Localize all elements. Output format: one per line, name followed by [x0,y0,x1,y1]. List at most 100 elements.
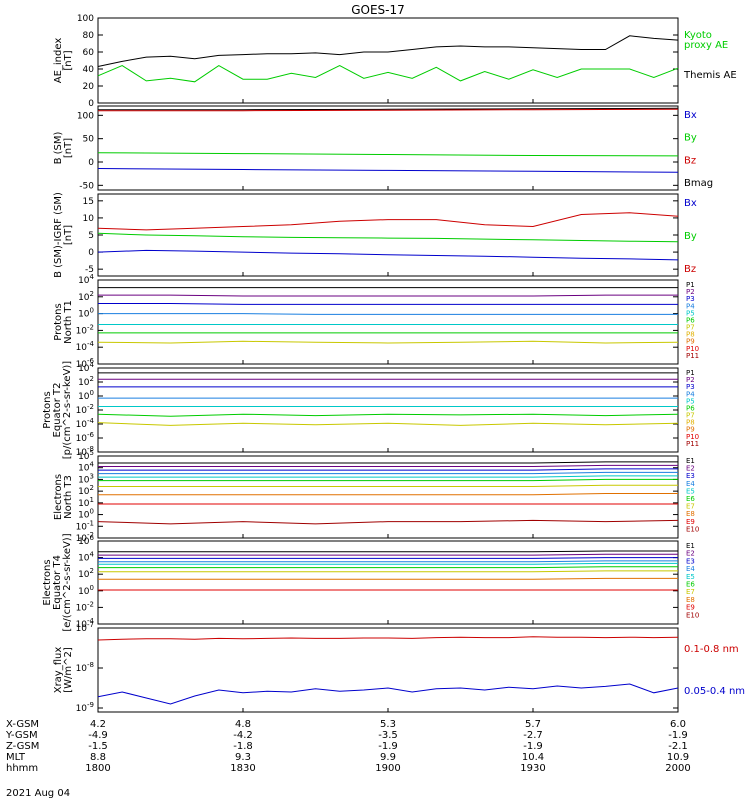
series-line-e2 [98,464,678,467]
y-tick-label: 100 [77,14,94,24]
series-line-e8 [98,577,678,580]
legend-item: P2 [686,376,695,384]
series-line-e5 [98,475,678,478]
x-value: 9.9 [380,752,396,763]
legend-item: Bx [684,198,697,209]
y-tick-label: 10-2 [76,403,94,416]
legend-item: Bmag [684,178,713,189]
y-tick-label: 20 [83,82,95,92]
legend-item: E7 [686,588,695,596]
legend-item: E7 [686,503,695,511]
series-line-p3 [98,303,678,305]
series-line-bz [97,212,679,231]
y-tick-label: 100 [78,584,94,597]
legend-item: P8 [686,419,695,427]
y-tick-label: 10-4 [76,340,95,353]
legend-item: P7 [686,324,695,332]
legend-item: E10 [686,525,699,533]
legend-item: E2 [686,550,695,558]
series-line-e3 [98,468,678,471]
y-axis-title: [e/(cm^2-s-sr-keV)] [62,533,73,631]
series-line-p7 [97,422,679,426]
y-tick-label: 10-6 [76,431,95,444]
legend-item: P4 [686,302,695,310]
y-tick-label: 10-6 [76,357,95,370]
series-line-by [97,232,679,243]
row-label: Z-GSM [6,741,39,752]
legend-item: P10 [686,345,699,353]
legend-item: P3 [686,295,695,303]
legend-item: E4 [686,565,695,573]
y-tick-label: 100 [78,389,94,402]
series-line-e2 [98,553,678,556]
legend-item: P8 [686,331,695,339]
panel-frame [97,367,679,453]
series-line-e3 [98,557,678,559]
series-line-e8 [98,493,678,496]
y-tick-label: 10-9 [76,701,94,714]
x-value: -1.5 [88,741,108,752]
legend-item: P1 [686,281,695,289]
x-value: 1800 [85,763,110,774]
legend-item: E8 [686,596,695,604]
panel-frame [97,105,679,191]
y-axis-title: Electrons [53,474,64,520]
legend-item: P5 [686,397,695,405]
y-tick-label: 102 [78,290,94,303]
legend-item: P4 [686,390,695,398]
legend-item: E8 [686,510,695,518]
legend-item: E9 [686,518,695,526]
panel-7: 106 104 102 100 10-2 10-4 Electrons Equator T4[… [42,533,699,631]
legend-item: E6 [686,581,695,589]
x-value: -4.9 [88,730,108,741]
panel-frame [97,279,679,365]
series-line-bx [97,168,679,173]
series-line-p6 [97,413,679,417]
series-line-e7 [98,570,678,573]
panel-4: 104 102 100 10-2 10-4 10-6 Protons North T1 P1P2… [53,273,699,370]
legend-item: Bz [684,264,696,275]
y-tick-label: 10-8 [76,445,94,458]
x-value: 5.7 [525,719,541,730]
y-axis-title: Equator T2 [52,383,63,438]
x-value: 10.9 [667,752,689,763]
x-value: -2.1 [668,741,688,752]
series-line-by [97,152,679,157]
y-axis-title: North T1 [63,300,74,344]
y-axis-title: B (SM)-IGRF (SM) [53,192,64,278]
series-line-bz [98,108,679,112]
y-axis-title: Electrons [42,559,53,605]
legend-item: P9 [686,426,695,434]
x-value: -1.9 [668,730,688,741]
y-tick-label: 40 [83,65,95,75]
series-line-e10 [97,519,679,525]
panel-8: 10-7 10-8 10-9 Xray_flux [W/m^2] 0.1-0.8 nm 0.… [53,621,745,714]
series-line-e1 [98,550,678,553]
panel-frame [97,193,679,277]
x-value: 10.4 [522,752,544,763]
y-axis-title: Equator T4 [52,555,63,610]
series-line-themis-ae [97,35,679,67]
series-line-kyoto [97,65,679,83]
series-line-bmag [98,107,679,111]
row-label: hhmm [6,763,38,774]
y-tick-label: 60 [83,48,95,58]
y-tick-label: 5 [88,231,94,241]
y-tick-label: 104 [78,273,94,286]
y-tick-label: 10-2 [76,600,94,613]
y-tick-label: 50 [83,135,95,145]
y-tick-label: 80 [83,31,95,41]
legend-item: E10 [686,611,699,619]
y-tick-label: 103 [78,472,94,485]
y-tick-label: 10-7 [76,621,94,634]
series-line-p4 [98,313,678,315]
x-value: 6.0 [670,719,686,730]
y-tick-label: 100 [78,307,94,320]
legend-item: P7 [686,412,695,420]
legend-item: 0.05-0.4 nm [684,686,745,697]
series-line-e1 [98,461,678,464]
y-axis-title: [nT] [63,138,74,158]
x-value: 9.3 [235,752,251,763]
legend-item: E3 [686,472,695,480]
